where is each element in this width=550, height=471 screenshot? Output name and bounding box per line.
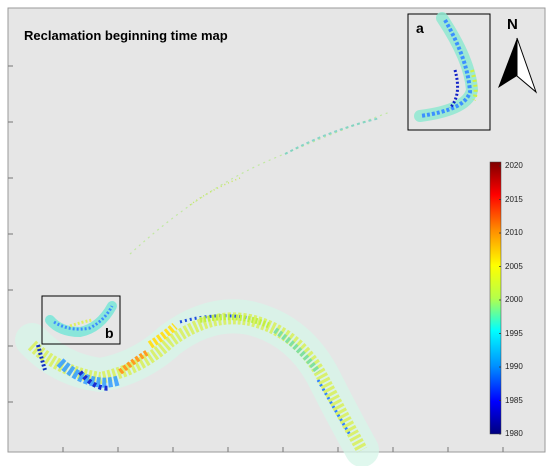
colorbar-tick-label: 2000	[505, 295, 523, 304]
upper-coastline	[129, 111, 391, 255]
colorbar-tick-label: 1980	[505, 429, 523, 438]
main-reclamation-band	[15, 299, 379, 467]
inset-label-b: b	[105, 325, 114, 341]
colorbar-tick-label: 1995	[505, 328, 523, 338]
colorbar-tick-label: 1985	[505, 395, 523, 405]
inset-a-map	[414, 12, 479, 122]
colorbar-tick-marks	[499, 165, 501, 435]
colorbar-tick-label: 2015	[505, 194, 523, 204]
inset-label-a: a	[416, 20, 424, 36]
bottom-ticks	[62, 447, 504, 452]
map-title: Reclamation beginning time map	[24, 28, 228, 43]
colorbar-tick-label: 2020	[505, 161, 523, 170]
inset-b-frame	[41, 295, 121, 345]
colorbar-tick-label: 2005	[505, 261, 523, 271]
colorbar-tick-label: 1990	[505, 362, 523, 371]
colorbar-ramp	[489, 161, 502, 435]
inset-b-map	[45, 301, 117, 338]
colorbar-tick-label: 2010	[505, 228, 523, 237]
inset-a-frame	[407, 13, 491, 131]
north-label: N	[507, 16, 518, 33]
north-arrow	[498, 37, 538, 94]
left-ticks	[8, 65, 13, 403]
